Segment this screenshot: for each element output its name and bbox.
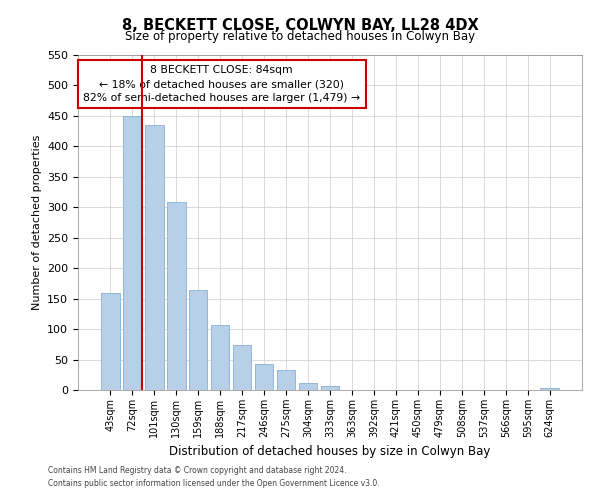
Bar (145, 125, 164, 390)
Bar (320, 386, 340, 390)
Bar (233, 345, 251, 390)
Bar (211, 325, 229, 390)
Text: Contains HM Land Registry data © Crown copyright and database right 2024.
Contai: Contains HM Land Registry data © Crown c… (48, 466, 380, 487)
X-axis label: Distribution of detached houses by size in Colwyn Bay: Distribution of detached houses by size … (169, 446, 491, 458)
Bar (101, 292, 119, 390)
Bar (255, 364, 274, 390)
Bar (189, 290, 208, 390)
Bar (277, 370, 295, 390)
Bar (123, 116, 142, 390)
Bar (167, 202, 185, 390)
Y-axis label: Number of detached properties: Number of detached properties (32, 135, 41, 310)
Text: Size of property relative to detached houses in Colwyn Bay: Size of property relative to detached ho… (125, 30, 475, 43)
Bar (299, 384, 317, 390)
Bar (541, 388, 559, 390)
Text: 8 BECKETT CLOSE: 84sqm
← 18% of detached houses are smaller (320)
82% of semi-de: 8 BECKETT CLOSE: 84sqm ← 18% of detached… (83, 65, 360, 103)
Text: 8, BECKETT CLOSE, COLWYN BAY, LL28 4DX: 8, BECKETT CLOSE, COLWYN BAY, LL28 4DX (122, 18, 478, 32)
